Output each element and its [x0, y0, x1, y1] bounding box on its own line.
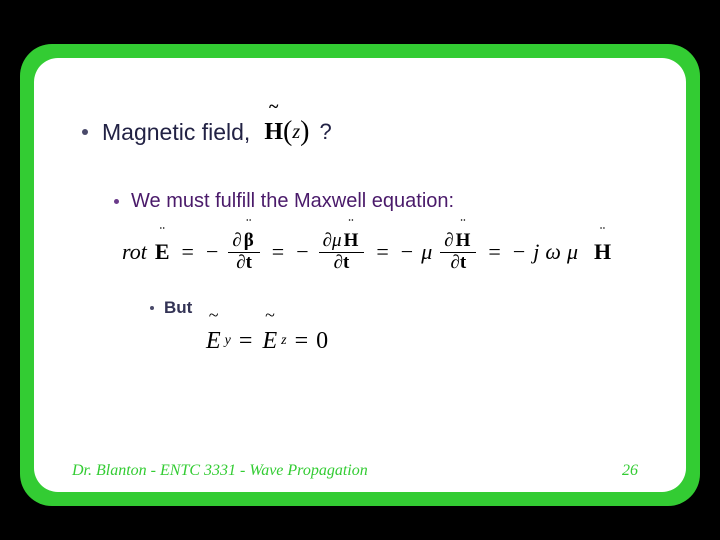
numerator: ∂⋅⋅β: [228, 231, 259, 252]
close-paren: ): [300, 116, 309, 148]
slide-card: Magnetic field, ~ H ( z ) ? We must fulf…: [34, 58, 686, 492]
bullet-level-2: We must fulfill the Maxwell equation:: [114, 190, 656, 213]
equals: =: [178, 239, 198, 265]
numerator: ∂μ⋅⋅H: [319, 231, 365, 252]
maxwell-equation: rot ⋅⋅ E = − ∂⋅⋅β ∂t = − ∂μ⋅⋅H: [122, 231, 656, 274]
denominator: ∂t: [446, 253, 470, 274]
symbol-E: E: [206, 328, 221, 354]
arg-z: z: [292, 121, 300, 144]
symbol-H: H: [594, 239, 611, 264]
symbol-E: E: [262, 328, 277, 354]
level2-text: We must fulfill the Maxwell equation:: [131, 190, 454, 213]
symbol-H-tilde: ~ H: [264, 119, 283, 146]
equals: =: [268, 239, 288, 265]
open-paren: (: [283, 116, 292, 148]
numerator: ∂⋅⋅H: [440, 231, 476, 252]
page-number: 26: [622, 462, 638, 480]
slide-frame: Magnetic field, ~ H ( z ) ? We must fulf…: [20, 44, 700, 506]
denominator: ∂t: [232, 253, 256, 274]
bullet-dot-icon: [82, 129, 88, 135]
symbol-omega: ω: [545, 239, 561, 265]
frac-dH-dt: ∂⋅⋅H ∂t: [440, 231, 476, 274]
symbol-mu: μ: [421, 239, 432, 265]
bullet-level-3: But: [150, 298, 656, 318]
math-h-tilde-z: ~ H ( z ): [264, 116, 309, 148]
E-tilde-z: ~ E: [260, 328, 279, 355]
symbol-j: j: [533, 239, 539, 265]
level3-text: But: [164, 298, 192, 318]
bullet-level-1: Magnetic field, ~ H ( z ) ?: [82, 116, 656, 148]
bullet-dot-icon: [114, 199, 119, 204]
equals: =: [372, 239, 392, 265]
minus: −: [399, 239, 415, 265]
equals: =: [484, 239, 504, 265]
ey-ez-equation: ~ E y = ~ E z = 0: [204, 328, 656, 355]
footer-text: Dr. Blanton - ENTC 3331 - Wave Propagati…: [72, 462, 368, 480]
symbol-H: H: [264, 119, 283, 145]
minus: −: [204, 239, 220, 265]
vec-E: ⋅⋅ E: [153, 239, 172, 265]
question-mark: ?: [319, 119, 331, 145]
minus: −: [511, 239, 527, 265]
level1-text: Magnetic field,: [102, 119, 250, 146]
denominator: ∂t: [330, 253, 354, 274]
zero: 0: [316, 328, 328, 355]
vec-H: ⋅⋅ H: [592, 239, 613, 265]
symbol-E: E: [155, 239, 170, 264]
symbol-mu: μ: [567, 239, 578, 265]
bullet-dot-icon: [150, 306, 154, 310]
frac-dbeta-dt: ∂⋅⋅β ∂t: [228, 231, 259, 274]
equals: =: [233, 328, 259, 355]
frac-dmuH-dt: ∂μ⋅⋅H ∂t: [319, 231, 365, 274]
equals: =: [289, 328, 315, 355]
E-tilde-y: ~ E: [204, 328, 223, 355]
minus: −: [294, 239, 310, 265]
op-rot: rot: [122, 239, 147, 265]
